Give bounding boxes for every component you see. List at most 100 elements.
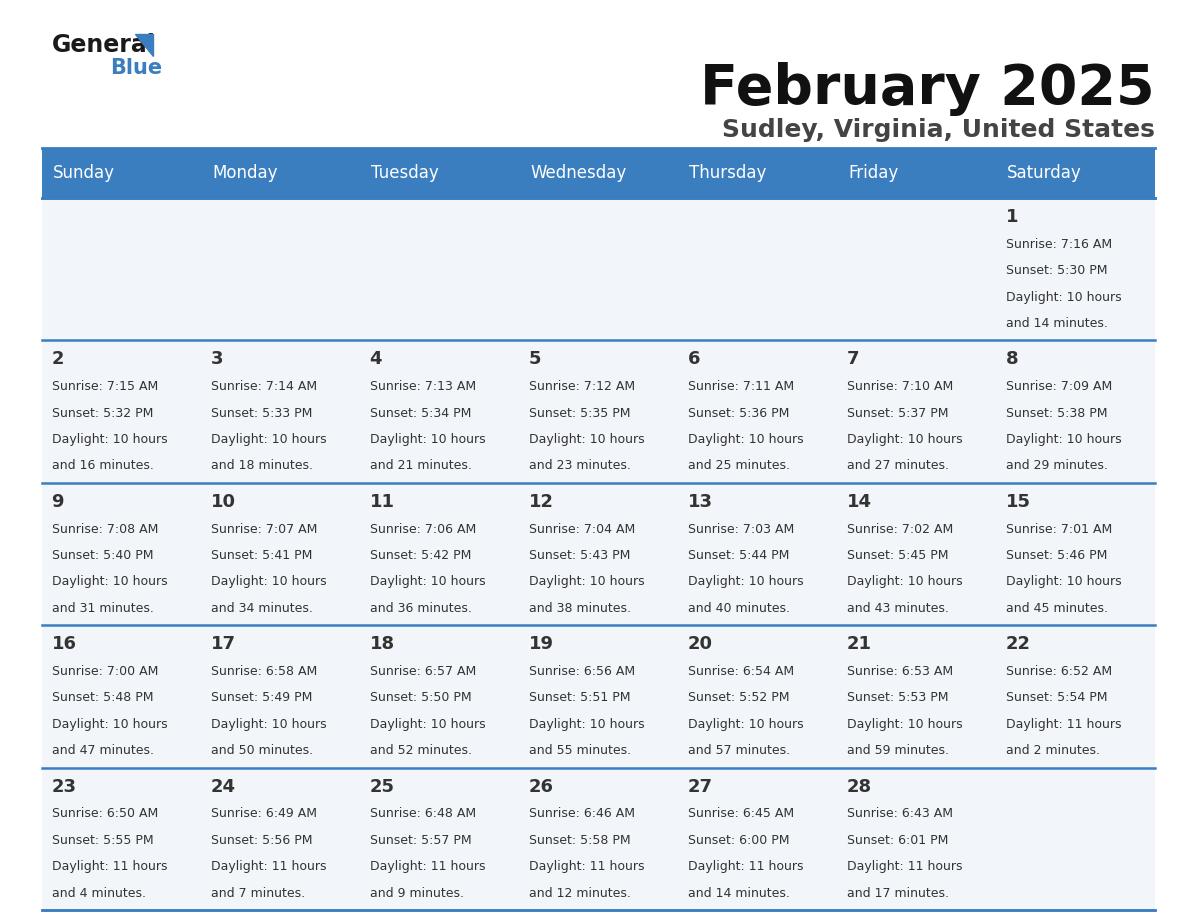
Text: and 34 minutes.: and 34 minutes. bbox=[210, 601, 312, 615]
Text: Sunrise: 7:02 AM: Sunrise: 7:02 AM bbox=[847, 522, 953, 536]
Text: Sunrise: 7:04 AM: Sunrise: 7:04 AM bbox=[529, 522, 634, 536]
Text: and 52 minutes.: and 52 minutes. bbox=[369, 744, 472, 757]
Text: and 12 minutes.: and 12 minutes. bbox=[529, 887, 631, 900]
Text: Daylight: 11 hours: Daylight: 11 hours bbox=[369, 860, 485, 873]
Text: Sunset: 5:42 PM: Sunset: 5:42 PM bbox=[369, 549, 470, 562]
Text: Sunday: Sunday bbox=[53, 164, 115, 182]
Text: Sunset: 5:55 PM: Sunset: 5:55 PM bbox=[51, 834, 153, 846]
Bar bbox=[360, 198, 519, 341]
Text: Sunrise: 6:56 AM: Sunrise: 6:56 AM bbox=[529, 665, 634, 678]
Text: 14: 14 bbox=[847, 493, 872, 510]
Text: and 14 minutes.: and 14 minutes. bbox=[688, 887, 789, 900]
Text: Sunset: 5:30 PM: Sunset: 5:30 PM bbox=[1005, 264, 1107, 277]
Text: Sunset: 6:00 PM: Sunset: 6:00 PM bbox=[688, 834, 789, 846]
Text: and 18 minutes.: and 18 minutes. bbox=[210, 459, 312, 472]
Text: Sunrise: 7:06 AM: Sunrise: 7:06 AM bbox=[369, 522, 475, 536]
Text: 2: 2 bbox=[51, 351, 64, 368]
Text: Sunrise: 6:53 AM: Sunrise: 6:53 AM bbox=[847, 665, 953, 678]
Text: 13: 13 bbox=[688, 493, 713, 510]
Bar bbox=[201, 198, 360, 341]
Text: Sunset: 5:34 PM: Sunset: 5:34 PM bbox=[369, 407, 470, 420]
Bar bbox=[519, 341, 678, 483]
Text: Sunset: 5:41 PM: Sunset: 5:41 PM bbox=[210, 549, 312, 562]
Text: 24: 24 bbox=[210, 778, 235, 796]
Bar bbox=[678, 198, 838, 341]
Text: Sunset: 5:58 PM: Sunset: 5:58 PM bbox=[529, 834, 630, 846]
Text: and 14 minutes.: and 14 minutes. bbox=[1005, 317, 1107, 330]
Text: 9: 9 bbox=[51, 493, 64, 510]
Text: 4: 4 bbox=[369, 351, 383, 368]
Text: Sunrise: 7:08 AM: Sunrise: 7:08 AM bbox=[51, 522, 158, 536]
Text: Daylight: 10 hours: Daylight: 10 hours bbox=[369, 433, 485, 446]
Text: Thursday: Thursday bbox=[689, 164, 766, 182]
Text: Sudley, Virginia, United States: Sudley, Virginia, United States bbox=[722, 118, 1155, 142]
Bar bbox=[201, 767, 360, 910]
Text: Daylight: 10 hours: Daylight: 10 hours bbox=[529, 576, 644, 588]
Text: Sunset: 5:57 PM: Sunset: 5:57 PM bbox=[369, 834, 472, 846]
Bar bbox=[996, 148, 1155, 198]
Text: and 47 minutes.: and 47 minutes. bbox=[51, 744, 153, 757]
Text: Daylight: 10 hours: Daylight: 10 hours bbox=[210, 433, 327, 446]
Text: Daylight: 11 hours: Daylight: 11 hours bbox=[688, 860, 803, 873]
Text: Sunset: 5:37 PM: Sunset: 5:37 PM bbox=[847, 407, 948, 420]
Text: 26: 26 bbox=[529, 778, 554, 796]
Text: 15: 15 bbox=[1005, 493, 1030, 510]
Text: Sunrise: 7:13 AM: Sunrise: 7:13 AM bbox=[369, 380, 475, 393]
Text: 7: 7 bbox=[847, 351, 859, 368]
Bar bbox=[42, 625, 201, 767]
Text: Daylight: 10 hours: Daylight: 10 hours bbox=[51, 433, 168, 446]
Bar bbox=[678, 483, 838, 625]
Text: 3: 3 bbox=[210, 351, 223, 368]
Text: Sunrise: 6:52 AM: Sunrise: 6:52 AM bbox=[1005, 665, 1112, 678]
Text: Daylight: 10 hours: Daylight: 10 hours bbox=[51, 576, 168, 588]
Text: Sunrise: 7:11 AM: Sunrise: 7:11 AM bbox=[688, 380, 794, 393]
Text: Daylight: 10 hours: Daylight: 10 hours bbox=[210, 718, 327, 731]
Text: Wednesday: Wednesday bbox=[530, 164, 626, 182]
Text: 16: 16 bbox=[51, 635, 76, 654]
Text: 10: 10 bbox=[210, 493, 235, 510]
Text: Sunset: 5:49 PM: Sunset: 5:49 PM bbox=[210, 691, 312, 704]
Text: Sunset: 5:44 PM: Sunset: 5:44 PM bbox=[688, 549, 789, 562]
Text: Daylight: 10 hours: Daylight: 10 hours bbox=[1005, 291, 1121, 304]
Text: 23: 23 bbox=[51, 778, 76, 796]
Text: Sunset: 5:53 PM: Sunset: 5:53 PM bbox=[847, 691, 948, 704]
Text: February 2025: February 2025 bbox=[701, 62, 1155, 116]
Text: and 4 minutes.: and 4 minutes. bbox=[51, 887, 146, 900]
Text: Daylight: 10 hours: Daylight: 10 hours bbox=[847, 433, 962, 446]
Bar bbox=[201, 148, 360, 198]
Text: Tuesday: Tuesday bbox=[371, 164, 438, 182]
Bar bbox=[996, 625, 1155, 767]
Bar bbox=[360, 767, 519, 910]
Bar bbox=[519, 625, 678, 767]
Text: 1: 1 bbox=[1005, 208, 1018, 226]
Bar bbox=[996, 483, 1155, 625]
Text: Daylight: 10 hours: Daylight: 10 hours bbox=[688, 433, 803, 446]
Bar bbox=[360, 483, 519, 625]
Bar bbox=[838, 148, 996, 198]
Text: 19: 19 bbox=[529, 635, 554, 654]
Text: and 31 minutes.: and 31 minutes. bbox=[51, 601, 153, 615]
Bar bbox=[519, 767, 678, 910]
Text: Sunrise: 6:45 AM: Sunrise: 6:45 AM bbox=[688, 808, 794, 821]
Text: Daylight: 10 hours: Daylight: 10 hours bbox=[210, 576, 327, 588]
Text: Daylight: 11 hours: Daylight: 11 hours bbox=[210, 860, 326, 873]
Text: Daylight: 11 hours: Daylight: 11 hours bbox=[529, 860, 644, 873]
Text: and 21 minutes.: and 21 minutes. bbox=[369, 459, 472, 472]
Text: and 55 minutes.: and 55 minutes. bbox=[529, 744, 631, 757]
Text: 6: 6 bbox=[688, 351, 700, 368]
Text: 27: 27 bbox=[688, 778, 713, 796]
Bar bbox=[678, 625, 838, 767]
Text: Daylight: 10 hours: Daylight: 10 hours bbox=[529, 718, 644, 731]
Text: Blue: Blue bbox=[110, 58, 162, 78]
Text: Sunset: 5:40 PM: Sunset: 5:40 PM bbox=[51, 549, 153, 562]
Text: and 59 minutes.: and 59 minutes. bbox=[847, 744, 948, 757]
Text: Saturday: Saturday bbox=[1007, 164, 1082, 182]
Text: Monday: Monday bbox=[213, 164, 278, 182]
Bar bbox=[838, 198, 996, 341]
Text: Sunset: 5:32 PM: Sunset: 5:32 PM bbox=[51, 407, 153, 420]
Bar bbox=[360, 341, 519, 483]
Text: Sunset: 5:51 PM: Sunset: 5:51 PM bbox=[529, 691, 630, 704]
Text: Sunrise: 6:49 AM: Sunrise: 6:49 AM bbox=[210, 808, 316, 821]
Text: 20: 20 bbox=[688, 635, 713, 654]
Text: 11: 11 bbox=[369, 493, 394, 510]
